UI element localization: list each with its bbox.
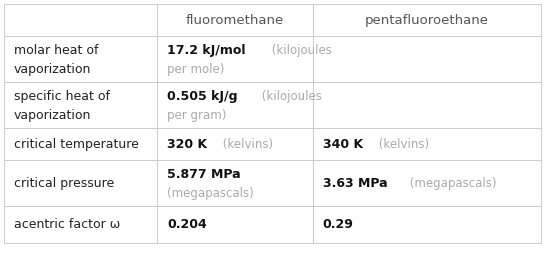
Text: (megapascals): (megapascals) xyxy=(406,177,496,190)
Text: 17.2 kJ/mol: 17.2 kJ/mol xyxy=(167,45,246,57)
Text: per mole): per mole) xyxy=(167,63,225,76)
Text: fluoromethane: fluoromethane xyxy=(186,14,284,27)
Text: 3.63 MPa: 3.63 MPa xyxy=(323,177,387,190)
Text: 0.204: 0.204 xyxy=(167,218,207,231)
Text: (kilojoules: (kilojoules xyxy=(258,90,322,103)
Text: (megapascals): (megapascals) xyxy=(167,187,254,200)
Text: vaporization: vaporization xyxy=(14,109,92,122)
Text: 0.29: 0.29 xyxy=(323,218,354,231)
Text: specific heat of: specific heat of xyxy=(14,90,110,103)
Text: 320 K: 320 K xyxy=(167,138,207,151)
Text: (kilojoules: (kilojoules xyxy=(268,45,332,57)
Text: molar heat of: molar heat of xyxy=(14,45,99,57)
Text: (kelvins): (kelvins) xyxy=(219,138,273,151)
Text: 340 K: 340 K xyxy=(323,138,363,151)
Text: acentric factor ω: acentric factor ω xyxy=(14,218,120,231)
Text: (kelvins): (kelvins) xyxy=(374,138,429,151)
Text: 0.505 kJ/g: 0.505 kJ/g xyxy=(167,90,238,103)
Text: per gram): per gram) xyxy=(167,109,226,122)
Text: vaporization: vaporization xyxy=(14,63,92,76)
Text: critical pressure: critical pressure xyxy=(14,177,114,190)
Text: 5.877 MPa: 5.877 MPa xyxy=(167,168,241,182)
Text: pentafluoroethane: pentafluoroethane xyxy=(365,14,489,27)
Text: critical temperature: critical temperature xyxy=(14,138,139,151)
